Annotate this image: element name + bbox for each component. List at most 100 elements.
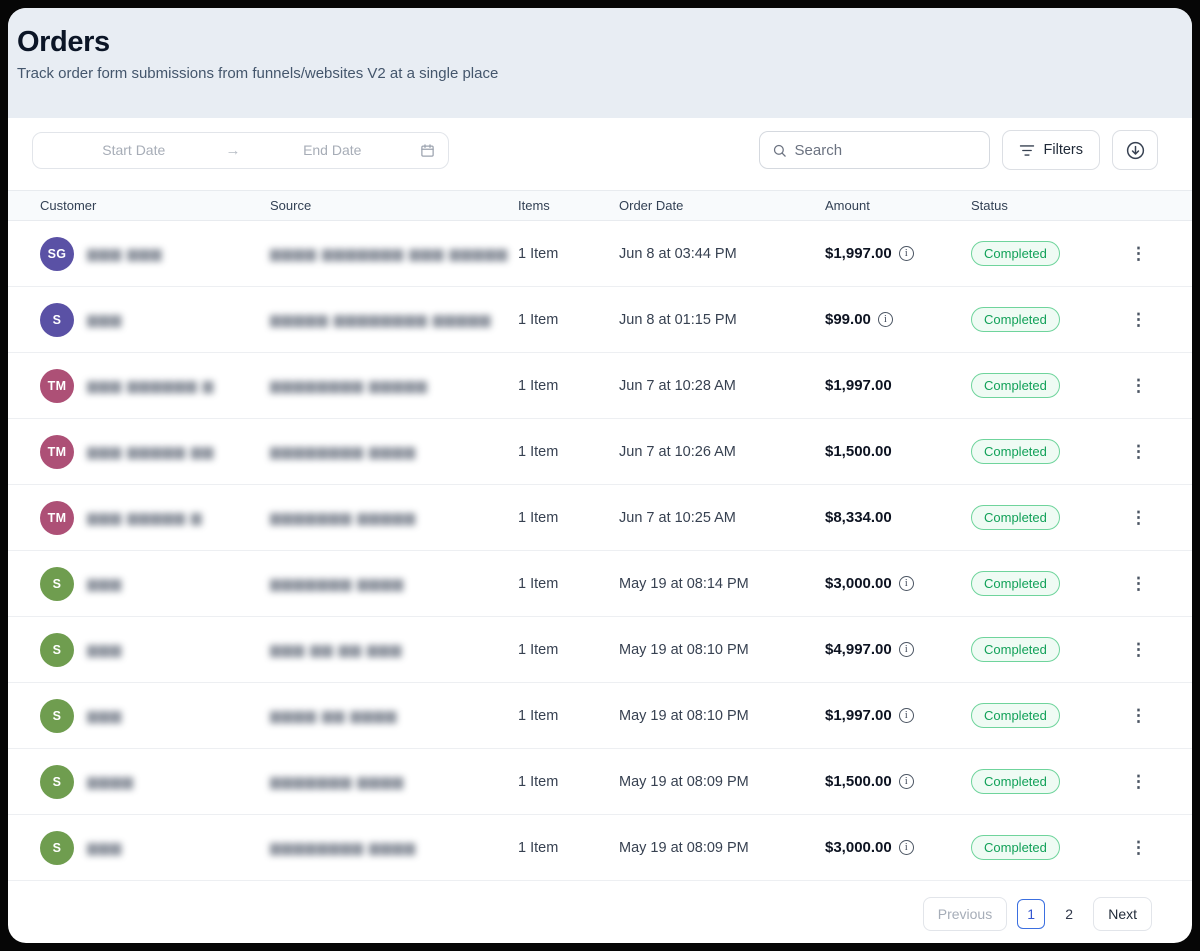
source-name: ▆▆▆▆▆▆▆▆ ▆▆▆▆▆ <box>270 377 428 393</box>
amount-cell: $1,997.00 i <box>825 245 971 262</box>
source-cell: ▆▆▆▆▆▆▆▆ ▆▆▆▆ <box>270 839 518 857</box>
actions-cell: ⋮ <box>1126 838 1192 858</box>
info-icon[interactable]: i <box>899 246 914 261</box>
customer-name: ▆▆▆ ▆▆▆▆▆ ▆▆ <box>87 443 214 460</box>
page-button-1[interactable]: 1 <box>1017 899 1045 929</box>
row-menu-button[interactable]: ⋮ <box>1126 770 1155 793</box>
items-cell: 1 Item <box>518 246 619 262</box>
page-header: Orders Track order form submissions from… <box>8 8 1192 118</box>
next-button[interactable]: Next <box>1093 897 1152 931</box>
status-badge: Completed <box>971 439 1060 464</box>
source-name: ▆▆▆▆▆▆▆ ▆▆▆▆ <box>270 773 404 789</box>
orders-table-body: SG ▆▆▆ ▆▆▆ ▆▆▆▆ ▆▆▆▆▆▆▆ ▆▆▆ ▆▆▆▆▆ 1 Item… <box>8 221 1192 881</box>
table-row: S ▆▆▆ ▆▆▆ ▆▆ ▆▆ ▆▆▆ 1 Item May 19 at 08:… <box>8 617 1192 683</box>
customer-cell: S ▆▆▆ <box>40 567 270 601</box>
row-menu-button[interactable]: ⋮ <box>1126 308 1155 331</box>
row-menu-button[interactable]: ⋮ <box>1126 374 1155 397</box>
filters-button[interactable]: Filters <box>1002 130 1100 170</box>
status-badge: Completed <box>971 505 1060 530</box>
calendar-icon <box>420 143 435 158</box>
table-row: S ▆▆▆ ▆▆▆▆▆▆▆▆ ▆▆▆▆ 1 Item May 19 at 08:… <box>8 815 1192 881</box>
customer-cell: TM ▆▆▆ ▆▆▆▆▆ ▆ <box>40 501 270 535</box>
search-box[interactable] <box>759 131 990 169</box>
status-cell: Completed <box>971 241 1126 266</box>
status-badge: Completed <box>971 835 1060 860</box>
table-row: S ▆▆▆ ▆▆▆▆▆ ▆▆▆▆▆▆▆▆ ▆▆▆▆▆ 1 Item Jun 8 … <box>8 287 1192 353</box>
row-menu-button[interactable]: ⋮ <box>1126 836 1155 859</box>
items-cell: 1 Item <box>518 774 619 790</box>
source-cell: ▆▆▆▆▆ ▆▆▆▆▆▆▆▆ ▆▆▆▆▆ <box>270 311 518 329</box>
avatar: S <box>40 831 74 865</box>
amount-cell: $4,997.00 i <box>825 641 971 658</box>
avatar: S <box>40 765 74 799</box>
row-menu-button[interactable]: ⋮ <box>1126 440 1155 463</box>
info-icon[interactable]: i <box>899 576 914 591</box>
order-date-cell: May 19 at 08:09 PM <box>619 774 825 790</box>
row-menu-button[interactable]: ⋮ <box>1126 572 1155 595</box>
search-input[interactable] <box>795 142 994 159</box>
amount-value: $3,000.00 <box>825 575 892 592</box>
customer-cell: SG ▆▆▆ ▆▆▆ <box>40 237 270 271</box>
customer-name: ▆▆▆ ▆▆▆ <box>87 245 163 262</box>
amount-cell: $1,997.00 i <box>825 707 971 724</box>
row-menu-button[interactable]: ⋮ <box>1126 506 1155 529</box>
col-header-status: Status <box>971 198 1126 213</box>
source-name: ▆▆▆▆▆▆▆▆ ▆▆▆▆ <box>270 839 416 855</box>
actions-cell: ⋮ <box>1126 310 1192 330</box>
row-menu-button[interactable]: ⋮ <box>1126 242 1155 265</box>
customer-cell: S ▆▆▆ <box>40 303 270 337</box>
filter-icon <box>1019 144 1035 157</box>
order-date-cell: Jun 7 at 10:25 AM <box>619 510 825 526</box>
avatar: TM <box>40 501 74 535</box>
source-cell: ▆▆▆▆ ▆▆▆▆▆▆▆ ▆▆▆ ▆▆▆▆▆ <box>270 245 518 263</box>
amount-value: $99.00 <box>825 311 871 328</box>
customer-cell: TM ▆▆▆ ▆▆▆▆▆ ▆▆ <box>40 435 270 469</box>
amount-value: $1,997.00 <box>825 707 892 724</box>
info-icon[interactable]: i <box>899 708 914 723</box>
order-date-cell: Jun 8 at 03:44 PM <box>619 246 825 262</box>
download-button[interactable] <box>1112 130 1158 170</box>
amount-value: $1,997.00 <box>825 377 892 394</box>
start-date-input[interactable]: Start Date <box>46 142 222 158</box>
items-cell: 1 Item <box>518 708 619 724</box>
table-row: SG ▆▆▆ ▆▆▆ ▆▆▆▆ ▆▆▆▆▆▆▆ ▆▆▆ ▆▆▆▆▆ 1 Item… <box>8 221 1192 287</box>
status-badge: Completed <box>971 769 1060 794</box>
filters-label: Filters <box>1044 142 1083 158</box>
end-date-input[interactable]: End Date <box>245 142 421 158</box>
row-menu-button[interactable]: ⋮ <box>1126 638 1155 661</box>
items-cell: 1 Item <box>518 642 619 658</box>
info-icon[interactable]: i <box>899 642 914 657</box>
page-button-2[interactable]: 2 <box>1055 899 1083 929</box>
status-cell: Completed <box>971 769 1126 794</box>
source-cell: ▆▆▆▆▆▆▆▆ ▆▆▆▆ <box>270 443 518 461</box>
col-header-order-date: Order Date <box>619 198 825 213</box>
avatar: TM <box>40 369 74 403</box>
source-name: ▆▆▆ ▆▆ ▆▆ ▆▆▆ <box>270 641 402 657</box>
amount-cell: $3,000.00 i <box>825 839 971 856</box>
status-cell: Completed <box>971 571 1126 596</box>
customer-name: ▆▆▆ <box>87 311 122 328</box>
table-row: S ▆▆▆▆ ▆▆▆▆▆▆▆ ▆▆▆▆ 1 Item May 19 at 08:… <box>8 749 1192 815</box>
toolbar-right: Filters <box>759 130 1158 170</box>
date-range-picker[interactable]: Start Date → End Date <box>32 132 449 169</box>
amount-cell: $1,500.00 i <box>825 443 971 460</box>
status-badge: Completed <box>971 373 1060 398</box>
status-cell: Completed <box>971 505 1126 530</box>
status-cell: Completed <box>971 373 1126 398</box>
source-cell: ▆▆▆ ▆▆ ▆▆ ▆▆▆ <box>270 641 518 659</box>
source-name: ▆▆▆▆▆▆▆ ▆▆▆▆ <box>270 575 404 591</box>
amount-cell: $99.00 i <box>825 311 971 328</box>
actions-cell: ⋮ <box>1126 574 1192 594</box>
info-icon[interactable]: i <box>899 840 914 855</box>
status-cell: Completed <box>971 703 1126 728</box>
actions-cell: ⋮ <box>1126 376 1192 396</box>
info-icon[interactable]: i <box>899 774 914 789</box>
avatar: TM <box>40 435 74 469</box>
previous-button[interactable]: Previous <box>923 897 1007 931</box>
info-icon[interactable]: i <box>878 312 893 327</box>
actions-cell: ⋮ <box>1126 244 1192 264</box>
search-icon <box>772 143 787 158</box>
row-menu-button[interactable]: ⋮ <box>1126 704 1155 727</box>
source-name: ▆▆▆▆▆ ▆▆▆▆▆▆▆▆ ▆▆▆▆▆ <box>270 311 492 327</box>
actions-cell: ⋮ <box>1126 772 1192 792</box>
